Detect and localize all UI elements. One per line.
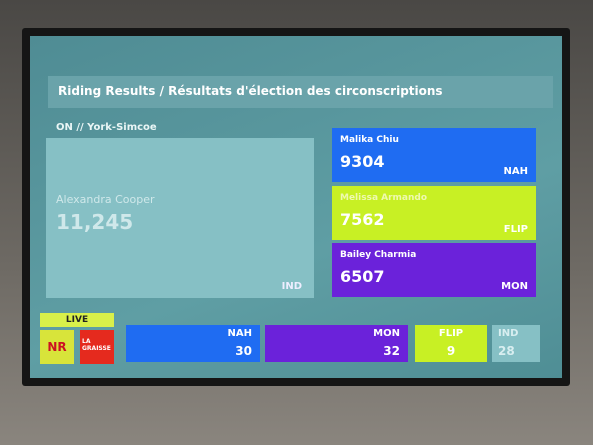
seat-count: 32 <box>383 344 400 358</box>
candidate-card: Melissa Armando 7562 FLIP <box>332 186 536 240</box>
candidate-votes: 11,245 <box>56 210 134 234</box>
party: NAH <box>227 328 252 339</box>
seat-count: 30 <box>235 344 252 358</box>
seat-tally: NAH 30 <box>126 325 260 362</box>
seat-tally: MON 32 <box>265 325 408 362</box>
party: FLIP <box>438 328 464 339</box>
candidate-name: Melissa Armando <box>340 193 428 203</box>
seat-count: 9 <box>446 344 456 358</box>
candidate-name: Alexandra Cooper <box>56 193 155 206</box>
candidate-card: Malika Chiu 9304 NAH <box>332 128 536 182</box>
candidate-name: Bailey Charmia <box>340 250 417 260</box>
seat-tally: IND 28 <box>492 325 540 362</box>
candidate-party: NAH <box>503 166 528 177</box>
candidate-party: FLIP <box>503 224 528 235</box>
candidate-votes: 6507 <box>340 267 385 286</box>
candidate-party: MON <box>501 281 528 292</box>
title: Riding Results / Résultats d'élection de… <box>48 76 553 108</box>
riding: ON // York-Simcoe <box>56 122 157 133</box>
party: IND <box>498 328 519 339</box>
live-badge: LIVE <box>40 313 114 327</box>
candidate-name: Malika Chiu <box>340 135 399 145</box>
seat-count: 28 <box>498 344 515 358</box>
seat-tally: FLIP 9 <box>415 325 487 362</box>
winner-card: Alexandra Cooper 11,245 IND <box>46 138 314 298</box>
candidate-card: Bailey Charmia 6507 MON <box>332 243 536 297</box>
candidate-votes: 7562 <box>340 210 385 229</box>
party: MON <box>373 328 400 339</box>
candidate-party: IND <box>281 281 302 292</box>
logo: LA GRAISSE <box>80 330 114 364</box>
logo: NR <box>40 330 74 364</box>
candidate-votes: 9304 <box>340 152 385 171</box>
